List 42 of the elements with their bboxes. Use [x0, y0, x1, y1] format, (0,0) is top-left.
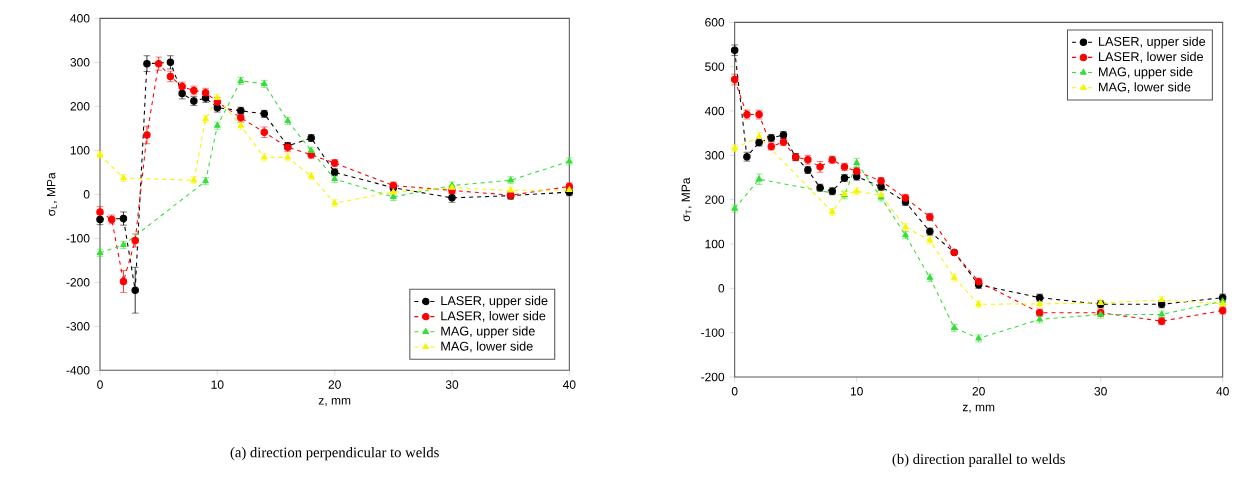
x-tick-label: 0 — [97, 380, 103, 389]
x-tick-label: 30 — [445, 380, 459, 389]
y-tick-label: -200 — [701, 372, 725, 382]
y-tick-label: 500 — [705, 62, 725, 71]
legend-label: LASER, lower side — [441, 311, 546, 322]
legend-label: MAG, lower side — [1099, 82, 1191, 93]
y-tick-label: 200 — [705, 195, 725, 204]
y-tick-label: 400 — [704, 106, 725, 116]
x-tick-label: 40 — [1216, 387, 1229, 396]
legend-label: MAG, upper side — [441, 326, 535, 339]
legend-label: MAG, lower side — [441, 341, 533, 353]
x-tick-label: 0 — [731, 387, 738, 396]
x-tick-label: 10 — [211, 380, 224, 389]
y-tick-label: -100 — [701, 328, 725, 337]
x-tick-label: 20 — [972, 387, 985, 396]
x-tick-label: 40 — [562, 380, 576, 389]
x-tick-label: 10 — [850, 387, 863, 396]
y-tick-label: 600 — [705, 18, 725, 27]
y-tick-label: 300 — [70, 58, 90, 67]
x-axis-title: z, mm — [318, 398, 351, 407]
x-axis-title: z, mm — [962, 404, 995, 413]
legend-label: LASER, lower side — [1099, 51, 1203, 63]
y-tick-label: 0 — [718, 284, 725, 293]
x-tick-label: 20 — [328, 380, 341, 389]
y-tick-label: 400 — [70, 14, 90, 23]
y-tick-label: -300 — [66, 322, 90, 331]
text: (a) direction perpendicular to welds — [230, 447, 439, 461]
legend-label: LASER, upper side — [1099, 36, 1206, 49]
text: (b) direction parallel to welds — [892, 453, 1065, 467]
y-tick-label: 0 — [83, 190, 90, 199]
y-tick-label: 100 — [70, 146, 90, 155]
x-tick-label: 30 — [1094, 387, 1107, 396]
y-axis-title: σ$_{T}$, MPa — [681, 177, 692, 222]
y-tick-label: 200 — [70, 102, 90, 111]
legend-label: LASER, upper side — [441, 295, 548, 308]
legend-label: MAG, upper side — [1099, 66, 1193, 79]
y-tick-label: 100 — [705, 239, 725, 249]
y-tick-label: 300 — [705, 151, 725, 160]
y-tick-label: -400 — [66, 366, 90, 375]
y-tick-label: -200 — [66, 278, 90, 287]
y-axis-title: σ$_{L}$, MPa — [46, 172, 57, 216]
y-tick-label: -100 — [66, 234, 90, 243]
